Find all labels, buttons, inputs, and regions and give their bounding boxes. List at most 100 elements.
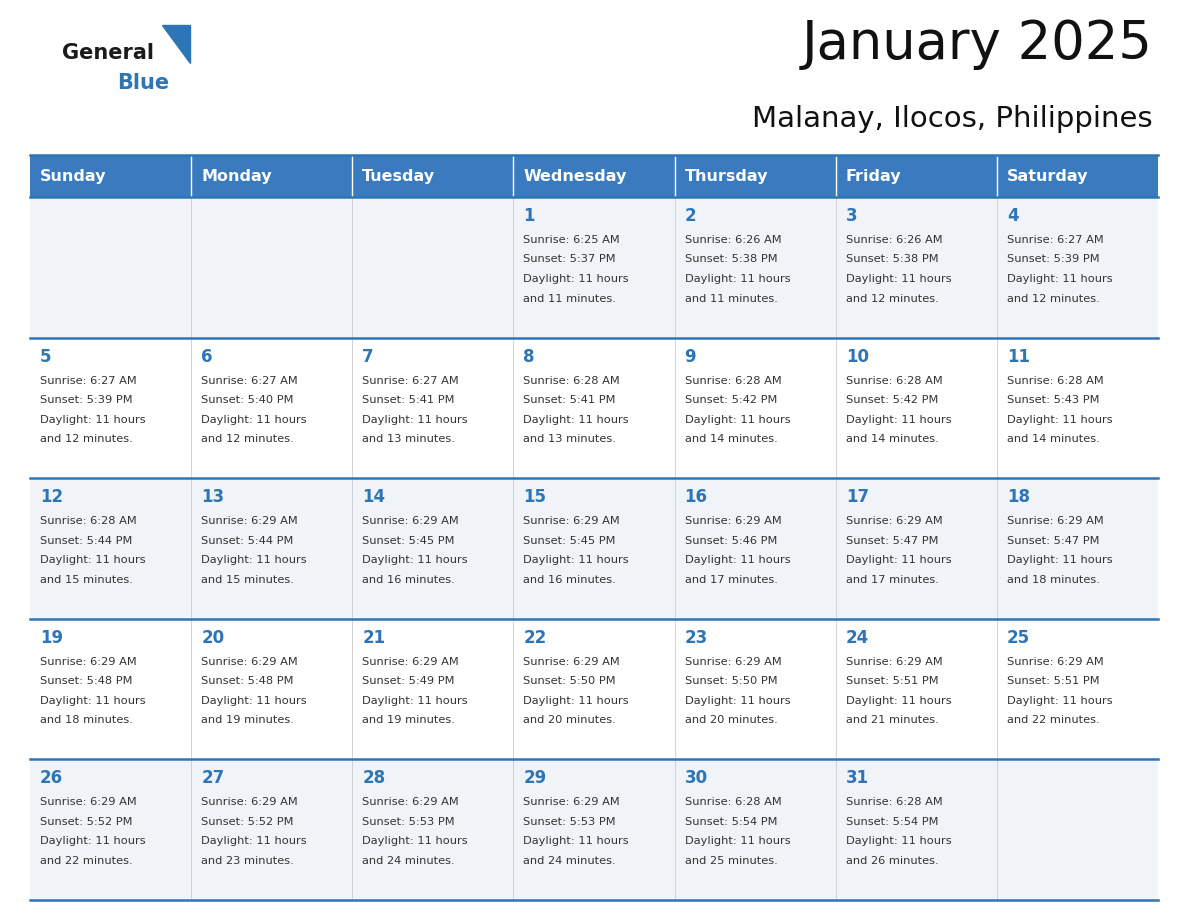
Text: Sunset: 5:53 PM: Sunset: 5:53 PM	[524, 817, 617, 827]
Text: Sunset: 5:37 PM: Sunset: 5:37 PM	[524, 254, 617, 264]
Text: Daylight: 11 hours: Daylight: 11 hours	[684, 555, 790, 565]
Text: and 26 minutes.: and 26 minutes.	[846, 856, 939, 866]
Text: 20: 20	[201, 629, 225, 647]
Text: Sunrise: 6:28 AM: Sunrise: 6:28 AM	[524, 375, 620, 386]
Text: Sunset: 5:40 PM: Sunset: 5:40 PM	[201, 395, 293, 405]
Bar	[835, 619, 997, 759]
Text: and 16 minutes.: and 16 minutes.	[524, 575, 617, 585]
Text: Sunrise: 6:29 AM: Sunrise: 6:29 AM	[1007, 656, 1104, 666]
Text: Daylight: 11 hours: Daylight: 11 hours	[1007, 415, 1112, 425]
Text: Sunset: 5:52 PM: Sunset: 5:52 PM	[40, 817, 133, 827]
Text: Sunset: 5:51 PM: Sunset: 5:51 PM	[846, 677, 939, 687]
Text: Sunset: 5:39 PM: Sunset: 5:39 PM	[1007, 254, 1099, 264]
Text: Daylight: 11 hours: Daylight: 11 hours	[362, 555, 468, 565]
Text: 16: 16	[684, 488, 708, 506]
Text: Sunrise: 6:27 AM: Sunrise: 6:27 AM	[1007, 235, 1104, 245]
Bar	[835, 338, 997, 478]
Bar	[675, 619, 835, 759]
Text: and 17 minutes.: and 17 minutes.	[846, 575, 939, 585]
Text: 22: 22	[524, 629, 546, 647]
Text: and 20 minutes.: and 20 minutes.	[684, 715, 777, 725]
Text: and 19 minutes.: and 19 minutes.	[362, 715, 455, 725]
Text: Daylight: 11 hours: Daylight: 11 hours	[40, 415, 146, 425]
Text: Tuesday: Tuesday	[362, 169, 436, 184]
Text: 23: 23	[684, 629, 708, 647]
Text: Sunset: 5:39 PM: Sunset: 5:39 PM	[40, 395, 133, 405]
Text: Daylight: 11 hours: Daylight: 11 hours	[362, 836, 468, 846]
Text: 29: 29	[524, 769, 546, 788]
Text: Daylight: 11 hours: Daylight: 11 hours	[201, 836, 307, 846]
Text: Sunrise: 6:29 AM: Sunrise: 6:29 AM	[524, 656, 620, 666]
Text: Sunrise: 6:29 AM: Sunrise: 6:29 AM	[201, 798, 298, 808]
Bar	[835, 759, 997, 900]
Text: and 25 minutes.: and 25 minutes.	[684, 856, 777, 866]
Text: Wednesday: Wednesday	[524, 169, 627, 184]
Bar	[835, 197, 997, 338]
Text: Sunset: 5:38 PM: Sunset: 5:38 PM	[846, 254, 939, 264]
Bar	[513, 619, 675, 759]
Text: and 11 minutes.: and 11 minutes.	[684, 294, 777, 304]
Text: Sunset: 5:47 PM: Sunset: 5:47 PM	[846, 536, 939, 545]
Bar	[675, 155, 835, 197]
Bar	[997, 478, 1158, 619]
Bar	[513, 155, 675, 197]
Text: Sunrise: 6:29 AM: Sunrise: 6:29 AM	[846, 516, 942, 526]
Bar	[997, 155, 1158, 197]
Text: 8: 8	[524, 348, 535, 365]
Text: 17: 17	[846, 488, 868, 506]
Text: Sunrise: 6:29 AM: Sunrise: 6:29 AM	[362, 656, 459, 666]
Text: Daylight: 11 hours: Daylight: 11 hours	[524, 696, 630, 706]
Text: Sunset: 5:41 PM: Sunset: 5:41 PM	[362, 395, 455, 405]
Text: and 12 minutes.: and 12 minutes.	[1007, 294, 1100, 304]
Text: and 22 minutes.: and 22 minutes.	[40, 856, 133, 866]
Text: 2: 2	[684, 207, 696, 225]
Text: 10: 10	[846, 348, 868, 365]
Text: and 11 minutes.: and 11 minutes.	[524, 294, 617, 304]
Text: Sunset: 5:54 PM: Sunset: 5:54 PM	[684, 817, 777, 827]
Text: Sunrise: 6:28 AM: Sunrise: 6:28 AM	[1007, 375, 1104, 386]
Text: Sunrise: 6:28 AM: Sunrise: 6:28 AM	[684, 798, 782, 808]
Text: Daylight: 11 hours: Daylight: 11 hours	[846, 555, 952, 565]
Text: Sunset: 5:45 PM: Sunset: 5:45 PM	[362, 536, 455, 545]
Text: and 14 minutes.: and 14 minutes.	[846, 434, 939, 444]
Text: 19: 19	[40, 629, 63, 647]
Text: Daylight: 11 hours: Daylight: 11 hours	[40, 836, 146, 846]
Text: and 15 minutes.: and 15 minutes.	[40, 575, 133, 585]
Text: and 18 minutes.: and 18 minutes.	[1007, 575, 1100, 585]
Text: Daylight: 11 hours: Daylight: 11 hours	[524, 555, 630, 565]
Text: and 18 minutes.: and 18 minutes.	[40, 715, 133, 725]
Text: 28: 28	[362, 769, 385, 788]
Text: 11: 11	[1007, 348, 1030, 365]
Bar	[353, 759, 513, 900]
Bar	[191, 338, 353, 478]
Text: Sunset: 5:43 PM: Sunset: 5:43 PM	[1007, 395, 1099, 405]
Text: Daylight: 11 hours: Daylight: 11 hours	[846, 415, 952, 425]
Text: 7: 7	[362, 348, 374, 365]
Text: Sunrise: 6:29 AM: Sunrise: 6:29 AM	[524, 516, 620, 526]
Text: Daylight: 11 hours: Daylight: 11 hours	[1007, 274, 1112, 284]
Text: Sunrise: 6:29 AM: Sunrise: 6:29 AM	[362, 798, 459, 808]
Text: Sunset: 5:38 PM: Sunset: 5:38 PM	[684, 254, 777, 264]
Bar	[513, 478, 675, 619]
Text: Sunset: 5:48 PM: Sunset: 5:48 PM	[201, 677, 293, 687]
Text: General: General	[62, 43, 154, 63]
Text: Daylight: 11 hours: Daylight: 11 hours	[524, 836, 630, 846]
Text: Sunset: 5:49 PM: Sunset: 5:49 PM	[362, 677, 455, 687]
Text: Sunrise: 6:29 AM: Sunrise: 6:29 AM	[684, 656, 782, 666]
Bar	[835, 155, 997, 197]
Text: Daylight: 11 hours: Daylight: 11 hours	[40, 555, 146, 565]
Text: Daylight: 11 hours: Daylight: 11 hours	[524, 415, 630, 425]
Bar	[997, 759, 1158, 900]
Bar	[353, 155, 513, 197]
Text: Daylight: 11 hours: Daylight: 11 hours	[201, 415, 307, 425]
Bar	[30, 197, 191, 338]
Text: Sunrise: 6:29 AM: Sunrise: 6:29 AM	[40, 798, 137, 808]
Text: and 22 minutes.: and 22 minutes.	[1007, 715, 1099, 725]
Text: Sunrise: 6:27 AM: Sunrise: 6:27 AM	[362, 375, 459, 386]
Text: Sunset: 5:46 PM: Sunset: 5:46 PM	[684, 536, 777, 545]
Text: Sunset: 5:47 PM: Sunset: 5:47 PM	[1007, 536, 1099, 545]
Text: Sunrise: 6:28 AM: Sunrise: 6:28 AM	[40, 516, 137, 526]
Text: 15: 15	[524, 488, 546, 506]
Text: Daylight: 11 hours: Daylight: 11 hours	[1007, 696, 1112, 706]
Text: Daylight: 11 hours: Daylight: 11 hours	[1007, 555, 1112, 565]
